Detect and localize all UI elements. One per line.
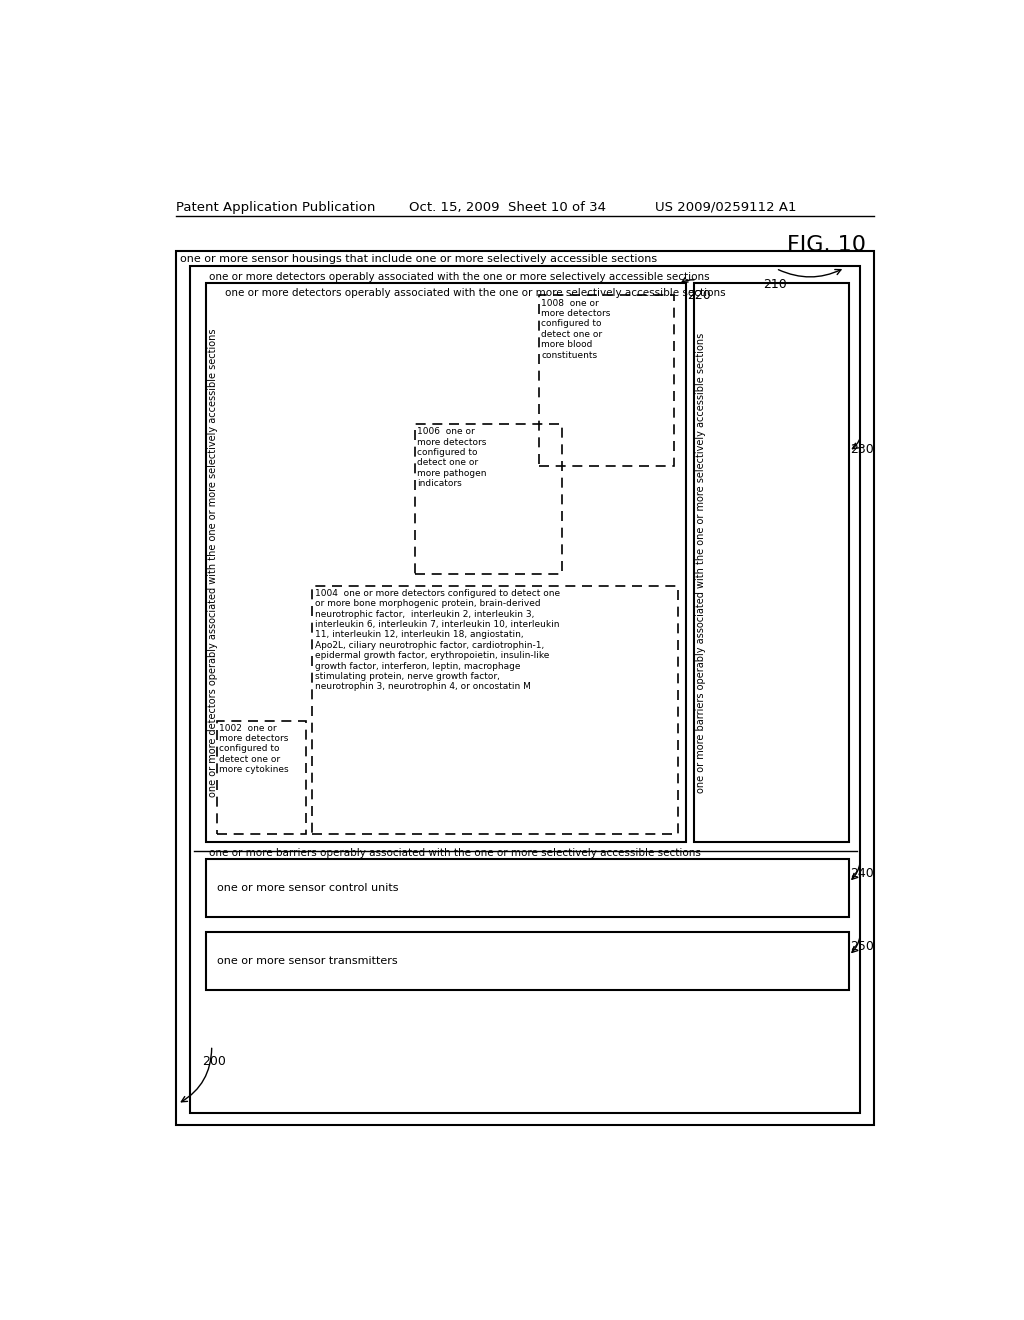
Text: 1008  one or
more detectors
configured to
detect one or
more blood
constituents: 1008 one or more detectors configured to… (541, 298, 610, 359)
Text: one or more sensor transmitters: one or more sensor transmitters (217, 956, 397, 966)
Text: 210: 210 (764, 277, 787, 290)
Text: one or more barriers operably associated with the one or more selectively access: one or more barriers operably associated… (696, 333, 707, 793)
Bar (190, 267, 860, 1113)
Bar (206, 932, 849, 990)
Bar (693, 284, 849, 842)
Bar (206, 859, 849, 917)
Bar (415, 424, 562, 574)
Text: FIG. 10: FIG. 10 (786, 235, 865, 255)
Bar (176, 251, 873, 1125)
Text: 200: 200 (203, 1056, 226, 1068)
Text: one or more detectors operably associated with the one or more selectively acces: one or more detectors operably associate… (209, 272, 710, 282)
Text: 230: 230 (850, 444, 874, 457)
Text: Oct. 15, 2009  Sheet 10 of 34: Oct. 15, 2009 Sheet 10 of 34 (409, 201, 605, 214)
Text: one or more detectors operably associated with the one or more selectively acces: one or more detectors operably associate… (208, 329, 218, 797)
Text: 1004  one or more detectors configured to detect one
or more bone morphogenic pr: 1004 one or more detectors configured to… (314, 589, 560, 692)
Text: one or more sensor control units: one or more sensor control units (217, 883, 398, 892)
Text: US 2009/0259112 A1: US 2009/0259112 A1 (655, 201, 797, 214)
Text: 220: 220 (687, 289, 712, 302)
Text: 1002  one or
more detectors
configured to
detect one or
more cytokines: 1002 one or more detectors configured to… (219, 723, 289, 774)
Text: one or more detectors operably associated with the one or more selectively acces: one or more detectors operably associate… (225, 288, 725, 298)
Text: 240: 240 (850, 867, 874, 880)
Text: 1006  one or
more detectors
configured to
detect one or
more pathogen
indicators: 1006 one or more detectors configured to… (417, 428, 486, 488)
Bar (206, 284, 686, 842)
Text: Patent Application Publication: Patent Application Publication (176, 201, 376, 214)
Text: one or more sensor housings that include one or more selectively accessible sect: one or more sensor housings that include… (180, 253, 657, 264)
Text: 250: 250 (850, 940, 874, 953)
Bar (539, 296, 675, 466)
Text: one or more barriers operably associated with the one or more selectively access: one or more barriers operably associated… (209, 849, 701, 858)
Bar (217, 721, 306, 834)
Bar (312, 586, 678, 834)
